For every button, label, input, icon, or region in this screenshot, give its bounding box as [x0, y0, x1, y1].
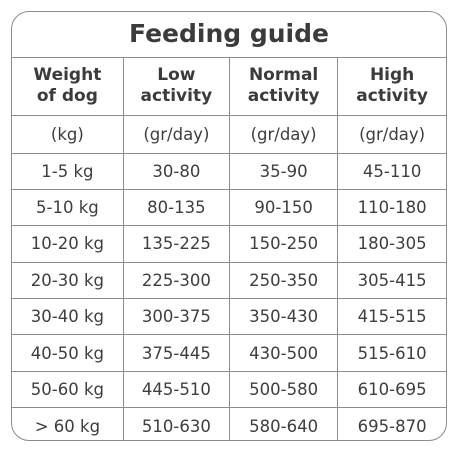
- weight-cell: 30-40 kg: [12, 298, 124, 336]
- table-row: 5-10 kg 80-135 90-150 110-180: [12, 188, 446, 227]
- low-cell: 80-135: [122, 188, 230, 227]
- weight-cell: 1-5 kg: [12, 152, 124, 190]
- normal-cell: 350-430: [228, 298, 339, 336]
- header-weight: Weight of dog: [12, 58, 124, 116]
- normal-cell: 250-350: [228, 261, 339, 300]
- table-row: > 60 kg 510-630 580-640 695-870: [12, 407, 446, 440]
- low-cell: 30-80: [122, 152, 230, 190]
- feeding-guide-card: Feeding guide Weight of dog Low activity N…: [11, 11, 447, 441]
- unit-row: (kg) (gr/day) (gr/day) (gr/day): [12, 114, 446, 154]
- high-cell: 415-515: [337, 298, 446, 336]
- low-cell: 225-300: [122, 261, 230, 300]
- normal-cell: 150-250: [228, 225, 339, 263]
- high-cell: 695-870: [337, 407, 446, 440]
- weight-cell: 5-10 kg: [12, 188, 124, 227]
- weight-cell: 50-60 kg: [12, 370, 124, 409]
- unit-cell: (gr/day): [228, 114, 339, 154]
- unit-cell: (gr/day): [337, 114, 446, 154]
- header-normal-activity: Normal activity: [228, 58, 339, 116]
- table-row: 20-30 kg 225-300 250-350 305-415: [12, 261, 446, 300]
- low-cell: 445-510: [122, 370, 230, 409]
- high-cell: 305-415: [337, 261, 446, 300]
- table-row: 50-60 kg 445-510 500-580 610-695: [12, 370, 446, 409]
- table-row: 40-50 kg 375-445 430-500 515-610: [12, 334, 446, 372]
- normal-cell: 580-640: [228, 407, 339, 440]
- weight-cell: 40-50 kg: [12, 334, 124, 372]
- high-cell: 180-305: [337, 225, 446, 263]
- low-cell: 375-445: [122, 334, 230, 372]
- high-cell: 110-180: [337, 188, 446, 227]
- normal-cell: 500-580: [228, 370, 339, 409]
- unit-cell: (kg): [12, 114, 124, 154]
- table-title: Feeding guide: [12, 12, 446, 58]
- unit-cell: (gr/day): [122, 114, 230, 154]
- normal-cell: 90-150: [228, 188, 339, 227]
- header-high-activity: High activity: [337, 58, 446, 116]
- high-cell: 515-610: [337, 334, 446, 372]
- low-cell: 300-375: [122, 298, 230, 336]
- table-row: 10-20 kg 135-225 150-250 180-305: [12, 225, 446, 263]
- header-low-activity: Low activity: [122, 58, 230, 116]
- high-cell: 610-695: [337, 370, 446, 409]
- header-row: Weight of dog Low activity Normal activity …: [12, 58, 446, 116]
- table-row: 30-40 kg 300-375 350-430 415-515: [12, 298, 446, 336]
- feeding-table: Weight of dog Low activity Normal activity …: [12, 58, 446, 440]
- low-cell: 135-225: [122, 225, 230, 263]
- high-cell: 45-110: [337, 152, 446, 190]
- weight-cell: 20-30 kg: [12, 261, 124, 300]
- normal-cell: 430-500: [228, 334, 339, 372]
- low-cell: 510-630: [122, 407, 230, 440]
- table-row: 1-5 kg 30-80 35-90 45-110: [12, 152, 446, 190]
- weight-cell: 10-20 kg: [12, 225, 124, 263]
- normal-cell: 35-90: [228, 152, 339, 190]
- weight-cell: > 60 kg: [12, 407, 124, 440]
